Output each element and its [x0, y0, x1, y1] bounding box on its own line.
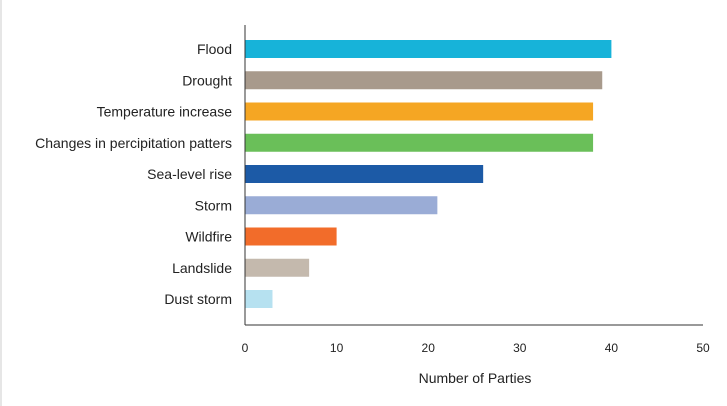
bar-landslide — [245, 258, 310, 277]
category-label-dust-storm: Dust storm — [164, 291, 232, 307]
x-tick-label-40: 40 — [605, 341, 619, 355]
category-label-changes-in-percipitation-patters: Changes in percipitation patters — [35, 135, 232, 151]
category-label-sea-level-rise: Sea-level rise — [147, 166, 232, 182]
x-tick-label-30: 30 — [513, 341, 527, 355]
x-tick-labels-group: 0 10 20 30 40 50 — [242, 341, 710, 355]
bar-wildfire — [245, 227, 337, 246]
category-label-flood: Flood — [197, 41, 232, 57]
bar-flood — [245, 40, 612, 58]
x-tick-label-50: 50 — [696, 341, 710, 355]
category-labels-group: Flood Drought Temperature increase Changes … — [35, 41, 232, 307]
bar-drought — [245, 71, 603, 90]
bar-temperature-increase — [245, 102, 594, 121]
page-left-border — [0, 0, 2, 406]
bar-changes-in-percipitation-patters — [245, 133, 594, 152]
bars-group — [245, 40, 612, 308]
x-tick-label-20: 20 — [422, 341, 436, 355]
bar-dust-storm — [245, 290, 273, 308]
x-axis-title: Number of Parties — [419, 370, 532, 386]
category-label-landslide: Landslide — [172, 260, 232, 276]
bar-sea-level-rise — [245, 165, 484, 183]
category-label-drought: Drought — [182, 72, 232, 88]
category-label-storm: Storm — [195, 197, 232, 213]
x-tick-label-10: 10 — [330, 341, 344, 355]
bar-storm — [245, 196, 438, 215]
x-tick-label-0: 0 — [242, 341, 249, 355]
category-label-temperature-increase: Temperature increase — [97, 104, 233, 120]
category-label-wildfire: Wildfire — [185, 229, 232, 245]
